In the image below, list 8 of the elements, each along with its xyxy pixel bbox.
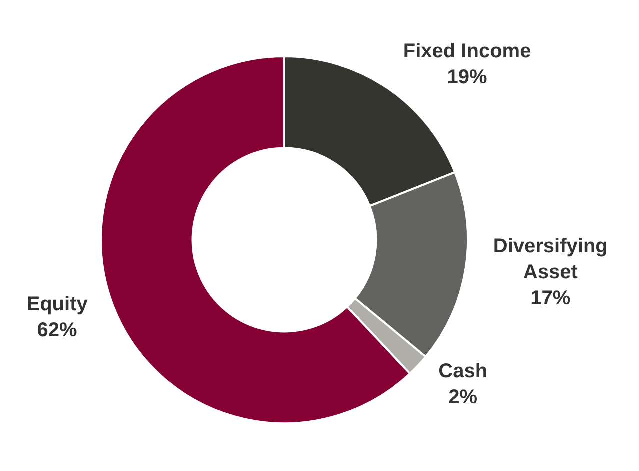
slice-label: Diversifying Asset	[493, 236, 608, 284]
data-label: 62%	[37, 319, 78, 342]
slice-label: Fixed Income	[403, 40, 532, 63]
data-label: 17%	[530, 288, 571, 310]
slice-label: Equity	[26, 293, 89, 316]
data-label: 19%	[447, 66, 488, 89]
slice-label: Cash	[438, 360, 488, 382]
data-label: 2%	[448, 386, 478, 408]
